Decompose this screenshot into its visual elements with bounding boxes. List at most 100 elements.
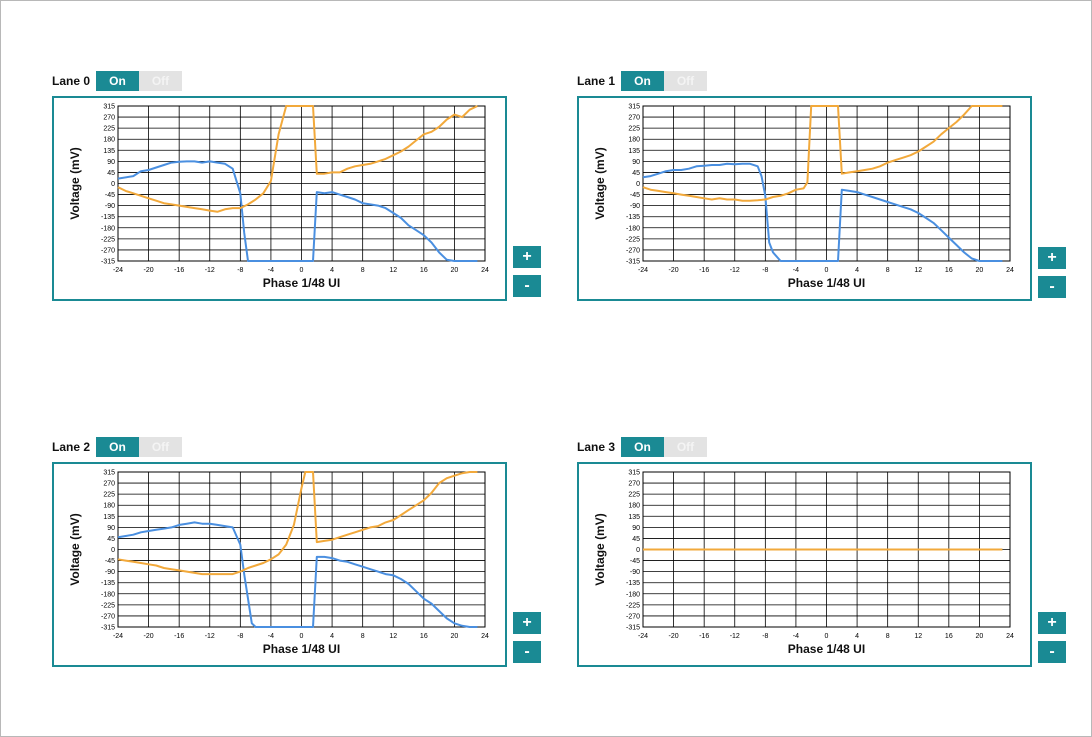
lane-2-panel: Lane 2 On Off 315 270 225 180 135 90 45 0 -45 -90… — [52, 436, 552, 681]
x-tick-label: 20 — [451, 267, 459, 274]
lane-1-on-toggle[interactable]: On — [621, 71, 665, 91]
y-tick-label: -225 — [626, 602, 640, 609]
x-tick-label: 16 — [420, 267, 428, 274]
lane-2-minus-button[interactable]: - — [513, 641, 541, 663]
y-tick-label: 180 — [628, 503, 640, 510]
series-line-0 — [642, 162, 1003, 262]
y-axis-label: Voltage (mV) — [68, 147, 82, 219]
x-tick-label: 0 — [300, 633, 304, 640]
y-tick-label: 90 — [632, 159, 640, 166]
y-tick-label: -315 — [101, 259, 115, 266]
lane-3-minus-button[interactable]: - — [1038, 641, 1066, 663]
lane-3-off-toggle[interactable]: Off — [664, 437, 708, 457]
x-tick-label: -20 — [669, 633, 679, 640]
series-line-1 — [642, 105, 1003, 202]
lane-1-plus-button[interactable]: + — [1038, 247, 1066, 269]
lane-2-plus-button[interactable]: + — [513, 612, 541, 634]
x-tick-label: -24 — [638, 267, 648, 274]
x-tick-label: 16 — [945, 633, 953, 640]
lane-1-panel: Lane 1 On Off 315 270 225 180 135 90 45 0 -45 -90… — [577, 70, 1077, 315]
x-tick-label: -16 — [699, 267, 709, 274]
x-tick-label: -12 — [205, 633, 215, 640]
lane-3-panel: Lane 3 On Off 315 270 225 180 135 90 45 0 -45 -90… — [577, 436, 1077, 681]
y-tick-label: 180 — [103, 137, 115, 144]
x-tick-label: 20 — [451, 633, 459, 640]
y-tick-label: -270 — [626, 247, 640, 254]
lane-2-on-toggle[interactable]: On — [96, 437, 140, 457]
y-tick-label: 180 — [103, 503, 115, 510]
x-tick-label: 8 — [886, 633, 890, 640]
y-tick-label: -45 — [105, 558, 115, 565]
lane-0-off-toggle[interactable]: Off — [139, 71, 183, 91]
x-tick-label: 24 — [1006, 633, 1014, 640]
lane-0-plus-button[interactable]: + — [513, 246, 541, 268]
y-tick-label: -270 — [101, 613, 115, 620]
lane-0-chart: 315 270 225 180 135 90 45 0 -45 -90 -135 -180 -225 -2… — [52, 96, 507, 301]
x-tick-label: -12 — [730, 633, 740, 640]
x-tick-label: 12 — [914, 267, 922, 274]
x-tick-label: 16 — [420, 633, 428, 640]
y-tick-label: 270 — [103, 481, 115, 488]
lane-1-minus-button[interactable]: - — [1038, 276, 1066, 298]
lane-1-off-toggle[interactable]: Off — [664, 71, 708, 91]
y-tick-label: 135 — [628, 148, 640, 155]
x-tick-label: -24 — [638, 633, 648, 640]
lane-3-chart-svg: 315 270 225 180 135 90 45 0 -45 -90 -135 -180 -225 -2… — [593, 470, 1014, 657]
lane-3-on-toggle[interactable]: On — [621, 437, 665, 457]
y-tick-label: -45 — [630, 558, 640, 565]
y-axis-label: Voltage (mV) — [593, 147, 607, 219]
series-line-1 — [117, 471, 478, 576]
y-tick-label: 0 — [636, 547, 640, 554]
y-tick-label: -135 — [101, 580, 115, 587]
x-tick-label: -4 — [268, 633, 274, 640]
lane-3-plus-button[interactable]: + — [1038, 612, 1066, 634]
series-line-0 — [117, 160, 478, 262]
lane-0-minus-button[interactable]: - — [513, 275, 541, 297]
y-tick-label: 225 — [628, 126, 640, 133]
lane-0-chart-svg: 315 270 225 180 135 90 45 0 -45 -90 -135 -180 -225 -2… — [68, 104, 489, 291]
y-tick-label: 225 — [103, 126, 115, 133]
y-tick-label: -45 — [630, 192, 640, 199]
y-tick-label: 90 — [107, 159, 115, 166]
lane-1-chart-svg: 315 270 225 180 135 90 45 0 -45 -90 -135 -180 -225 -2… — [593, 104, 1014, 291]
y-tick-label: 315 — [103, 470, 115, 477]
x-tick-label: 24 — [1006, 267, 1014, 274]
y-tick-label: -225 — [101, 602, 115, 609]
y-tick-label: 45 — [632, 536, 640, 543]
y-tick-label: 135 — [103, 514, 115, 521]
y-tick-label: -315 — [626, 625, 640, 632]
y-tick-label: 315 — [628, 470, 640, 477]
lane-2-chart-svg: 315 270 225 180 135 90 45 0 -45 -90 -135 -180 -225 -2… — [68, 470, 489, 657]
x-tick-label: -20 — [669, 267, 679, 274]
y-tick-label: 315 — [103, 104, 115, 111]
x-tick-label: 8 — [361, 633, 365, 640]
lane-2-off-toggle[interactable]: Off — [139, 437, 183, 457]
y-tick-label: -90 — [630, 569, 640, 576]
y-tick-label: 0 — [111, 547, 115, 554]
x-tick-label: -4 — [793, 267, 799, 274]
lane-3-label: Lane 3 — [577, 440, 616, 454]
x-tick-label: 12 — [389, 633, 397, 640]
lane-1-chart: 315 270 225 180 135 90 45 0 -45 -90 -135 -180 -225 -2… — [577, 96, 1032, 301]
lane-3-chart: 315 270 225 180 135 90 45 0 -45 -90 -135 -180 -225 -2… — [577, 462, 1032, 667]
series-line-0 — [117, 521, 478, 628]
x-tick-label: 4 — [330, 267, 334, 274]
y-tick-label: 270 — [628, 481, 640, 488]
x-tick-label: 0 — [825, 633, 829, 640]
x-tick-label: 24 — [481, 267, 489, 274]
y-tick-label: -270 — [101, 247, 115, 254]
y-tick-label: -45 — [105, 192, 115, 199]
y-tick-label: 90 — [632, 525, 640, 532]
x-tick-label: 4 — [855, 633, 859, 640]
lane-0-on-toggle[interactable]: On — [96, 71, 140, 91]
x-tick-label: 0 — [300, 267, 304, 274]
y-tick-label: -225 — [101, 236, 115, 243]
x-tick-label: -24 — [113, 633, 123, 640]
y-axis-label: Voltage (mV) — [68, 513, 82, 585]
y-tick-label: -180 — [626, 225, 640, 232]
y-tick-label: -270 — [626, 613, 640, 620]
x-tick-label: -16 — [174, 267, 184, 274]
x-tick-label: 0 — [825, 267, 829, 274]
y-axis-label: Voltage (mV) — [593, 513, 607, 585]
x-tick-label: 12 — [389, 267, 397, 274]
